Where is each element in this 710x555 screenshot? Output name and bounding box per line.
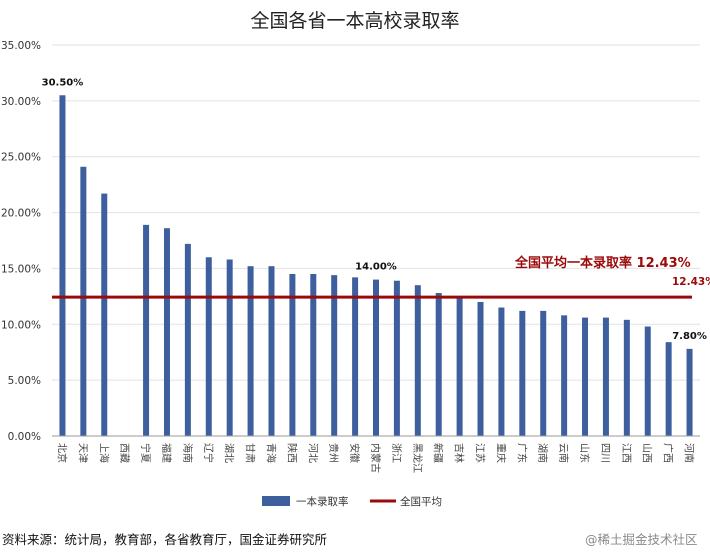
x-tick-label: 河南 <box>683 443 696 463</box>
x-tick-label: 海南 <box>181 443 194 463</box>
bar <box>59 95 66 437</box>
x-tick-label: 上海 <box>97 443 110 463</box>
y-tick-label: 0.00% <box>8 431 41 443</box>
x-tick-label: 浙江 <box>390 443 402 463</box>
x-tick-label: 重庆 <box>494 443 507 463</box>
bar <box>582 317 589 436</box>
x-tick-label: 新疆 <box>432 443 445 463</box>
x-tick-label: 贵州 <box>327 443 340 463</box>
bar <box>352 277 359 436</box>
y-tick-label: 30.00% <box>1 96 41 108</box>
y-tick-label: 10.00% <box>1 319 41 331</box>
bar <box>477 301 484 436</box>
bar <box>310 274 317 436</box>
x-tick-label: 河北 <box>306 443 318 463</box>
data-label: 7.80% <box>672 331 707 342</box>
bar <box>226 259 233 436</box>
x-tick-label: 山东 <box>578 443 591 463</box>
y-tick-label: 5.00% <box>8 375 41 387</box>
x-tick-label: 四川 <box>599 443 610 463</box>
legend-label-average: 全国平均 <box>400 495 442 508</box>
legend-label-bar: 一本录取率 <box>296 495 349 508</box>
bar <box>268 266 275 436</box>
bar <box>456 297 463 436</box>
y-axis-ticks: 0.00% 5.00% 10.00% 15.00% 20.00% 25.00% 30.00%… <box>1 40 41 443</box>
y-tick-label: 15.00% <box>1 263 41 275</box>
data-label: 14.00% <box>355 262 397 273</box>
x-tick-label: 内蒙古 <box>369 443 382 473</box>
x-tick-label: 广西 <box>662 443 674 463</box>
bar <box>414 285 421 436</box>
bar <box>561 315 568 436</box>
x-tick-label: 湖南 <box>536 443 549 463</box>
bars <box>59 95 693 437</box>
bar <box>540 310 547 436</box>
x-tick-label: 湖北 <box>223 443 235 463</box>
bar <box>393 280 400 436</box>
gridlines <box>52 44 700 381</box>
x-tick-label: 广东 <box>515 443 528 463</box>
x-tick-label: 黑龙江 <box>411 443 424 473</box>
y-tick-label: 35.00% <box>1 40 41 52</box>
x-tick-label: 山西 <box>641 443 653 463</box>
x-tick-label: 辽宁 <box>202 443 215 463</box>
bar <box>101 193 108 436</box>
x-tick-label: 青海 <box>264 443 277 463</box>
data-label: 30.50% <box>42 77 84 88</box>
average-callout: 全国平均一本录取率 12.43% <box>514 255 691 271</box>
legend-swatch-bar <box>262 496 290 506</box>
bar <box>665 342 672 436</box>
source-note: 资料来源：统计局，教育部，各省教育厅，国金证券研究所 <box>2 532 327 547</box>
x-tick-label: 福建 <box>160 443 173 463</box>
bar <box>163 228 170 436</box>
bar <box>373 279 379 436</box>
x-tick-label: 甘肃 <box>244 443 257 463</box>
bar <box>289 274 296 436</box>
bar <box>331 275 338 436</box>
bar <box>184 243 191 436</box>
data-labels: 30.50% 14.00% 7.80% <box>42 77 707 342</box>
bar <box>686 348 693 436</box>
x-axis-ticks: 北京 天津 上海 西藏 宁夏 福建 海南 辽宁 湖北 甘肃 青海 陕西 河北 贵州 安徽 内蒙古 浙江 黑龙江 新疆… <box>55 443 695 473</box>
x-tick-label: 江苏 <box>474 443 487 463</box>
x-tick-label: 吉林 <box>453 443 466 463</box>
bar <box>602 317 609 436</box>
x-tick-label: 江西 <box>620 443 632 463</box>
y-tick-label: 25.00% <box>1 152 41 164</box>
bar <box>247 266 254 436</box>
watermark: @稀土掘金技术社区 <box>585 532 698 547</box>
bar <box>435 293 442 436</box>
chart-title: 全国各省一本高校录取率 <box>250 10 459 32</box>
x-tick-label: 安徽 <box>348 443 361 463</box>
bar <box>143 224 150 436</box>
bar <box>498 307 505 436</box>
bar <box>644 326 651 436</box>
average-value-label: 12.43% <box>672 276 710 288</box>
bar <box>205 257 212 436</box>
bar <box>519 310 526 436</box>
x-tick-label: 北京 <box>55 443 68 463</box>
bar <box>80 166 87 437</box>
x-tick-label: 西藏 <box>118 443 130 463</box>
y-tick-label: 20.00% <box>1 208 41 220</box>
bar <box>623 319 630 436</box>
legend: 一本录取率 全国平均 <box>262 495 442 508</box>
x-tick-label: 云南 <box>557 443 570 463</box>
x-tick-label: 陕西 <box>285 443 298 463</box>
x-tick-label: 宁夏 <box>139 443 152 463</box>
x-tick-label: 天津 <box>76 443 88 463</box>
